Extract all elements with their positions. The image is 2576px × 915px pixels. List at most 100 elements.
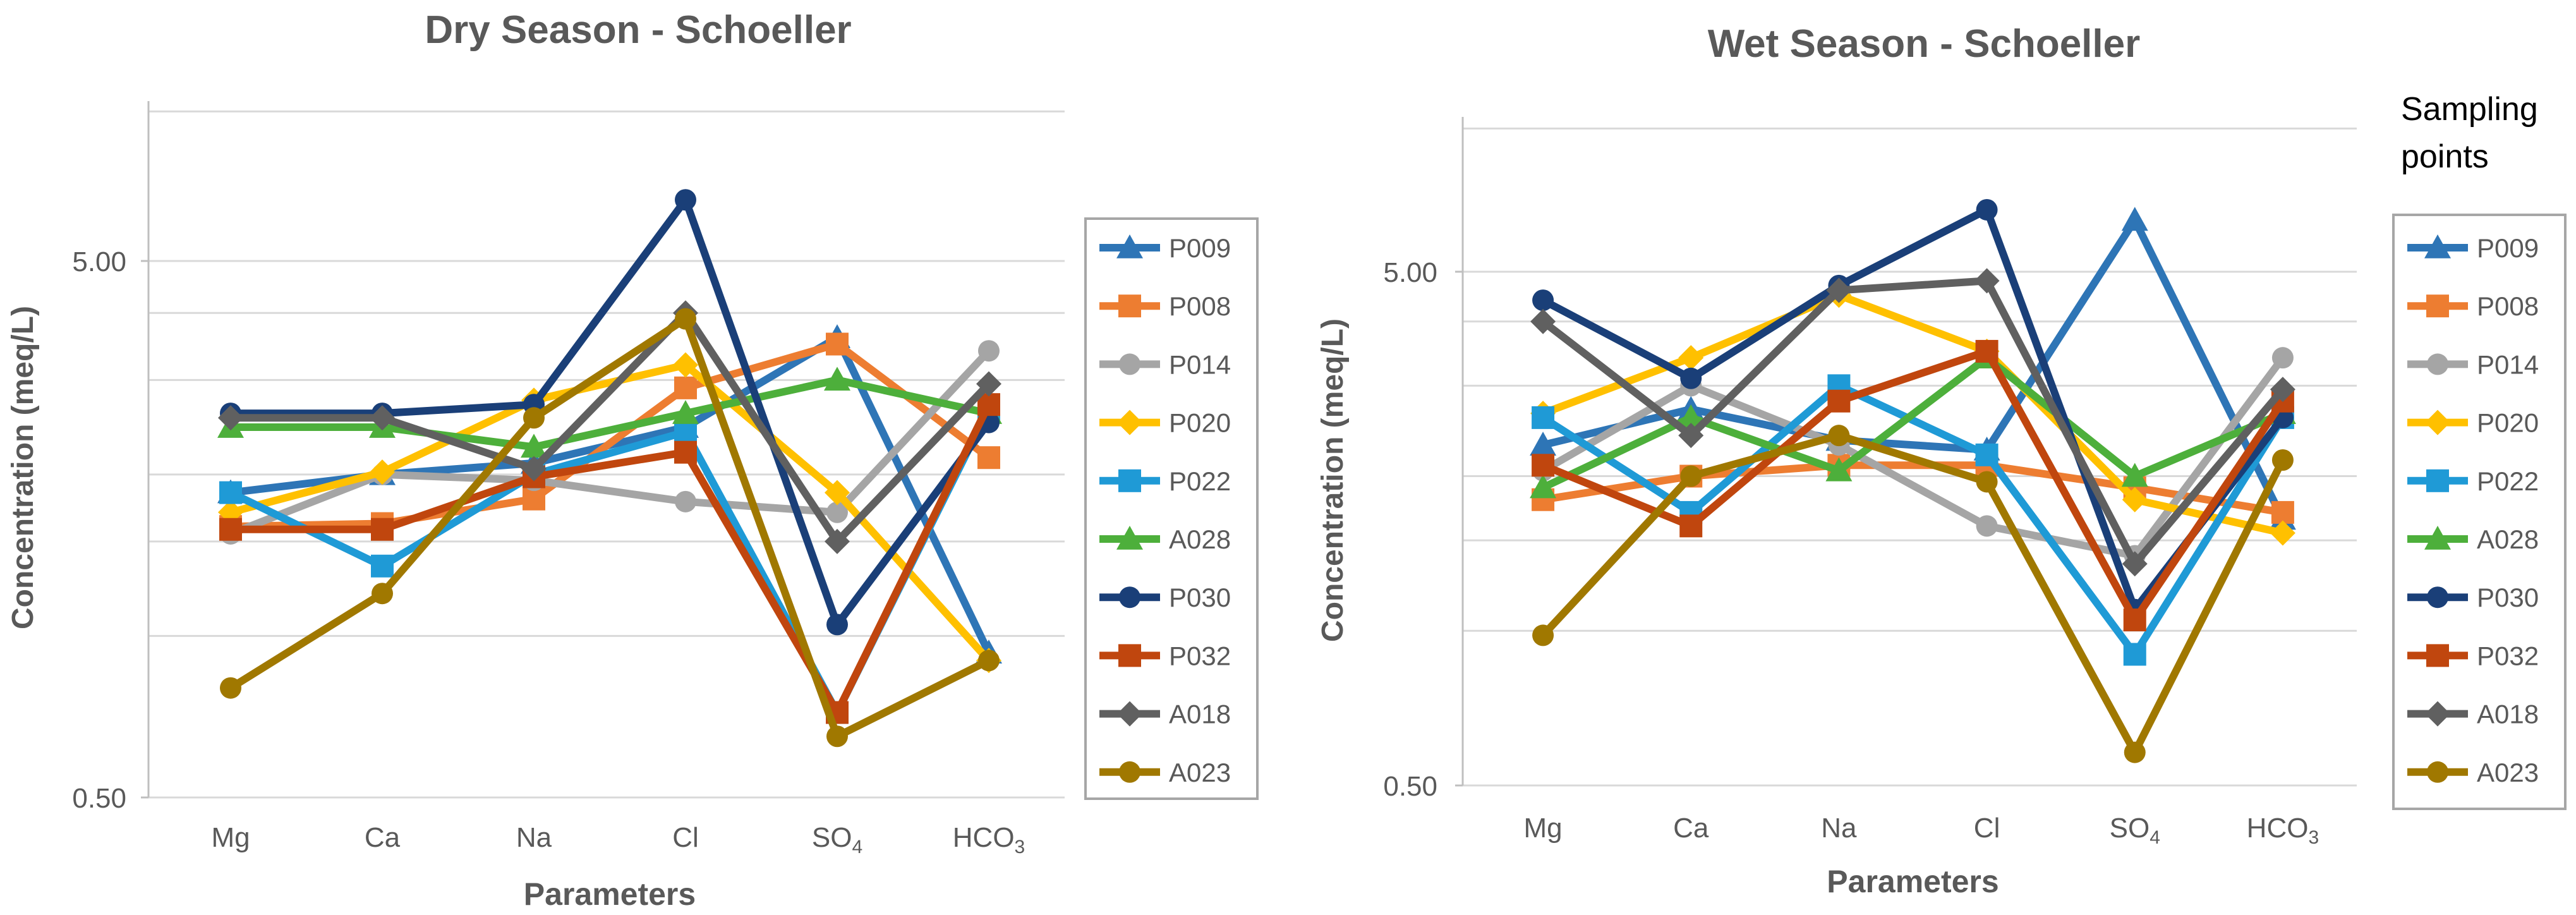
- data-point-p022: [1532, 406, 1555, 429]
- legend-marker: [2427, 586, 2448, 609]
- legend-label: P009: [2477, 233, 2539, 263]
- legend-label: P014: [2477, 349, 2539, 379]
- data-point-a023: [1532, 624, 1554, 646]
- series-line-a018: [227, 309, 993, 545]
- legend-label: A023: [1169, 758, 1231, 787]
- legend-marker: [1116, 234, 1143, 258]
- legend-label: A018: [1169, 700, 1231, 729]
- legend-box: [1084, 217, 1259, 800]
- x-tick-label: Cl: [1974, 813, 2000, 844]
- series-line-a028: [227, 376, 993, 451]
- legend-label: P030: [2477, 583, 2539, 612]
- data-point-a028: [1678, 404, 1705, 428]
- series-line-a018: [1539, 277, 2287, 568]
- legend-label: P030: [1169, 583, 1231, 612]
- data-point-a018: [825, 528, 850, 554]
- dry-season-chart: 0.50 5.00 Mg Ca Na Cl SO4 HCO3 Dry Season - Scho…: [6, 8, 1259, 912]
- legend-marker: [2424, 526, 2451, 550]
- legend-marker: [1116, 526, 1143, 550]
- data-point-a023: [826, 725, 848, 748]
- data-point-a028: [2121, 463, 2148, 487]
- data-point-a023: [1828, 425, 1850, 447]
- x-axis-title: Parameters: [524, 876, 696, 912]
- data-point-a023: [2271, 449, 2294, 471]
- legend-marker: [2426, 469, 2449, 492]
- x-tick-label: Na: [516, 822, 552, 853]
- y-tick-label: 0.50: [1383, 771, 1437, 802]
- data-point-a028: [1530, 474, 1557, 499]
- data-point-p014: [978, 340, 1000, 362]
- y-axis-title: Concentration (meq/L): [6, 306, 40, 629]
- legend-marker: [2424, 234, 2451, 258]
- legend-label: A018: [2477, 700, 2539, 729]
- data-point-p032: [1827, 389, 1851, 413]
- x-tick-label: Ca: [1673, 813, 1709, 844]
- data-point-p032: [1532, 454, 1555, 477]
- wet-season-chart: 0.50 5.00 Mg Ca Na Cl SO4 HCO3 Wet Season - Scho…: [1316, 22, 2567, 899]
- legend-marker: [2426, 294, 2449, 318]
- legend-marker: [2427, 353, 2448, 375]
- data-point-p020: [673, 352, 698, 378]
- legend-marker: [1119, 761, 1140, 783]
- legend-label: P008: [1169, 291, 1231, 321]
- data-point-p008: [674, 376, 697, 399]
- data-point-a023: [220, 677, 241, 699]
- data-point-p020: [825, 480, 850, 506]
- x-tick-label: SO4: [812, 822, 862, 857]
- chart-title: Wet Season - Schoeller: [1708, 22, 2141, 66]
- data-point-a023: [675, 308, 696, 330]
- series-line-p008: [1539, 461, 2287, 516]
- series-line-a023: [1539, 432, 2287, 756]
- data-point-p032: [2123, 609, 2146, 632]
- data-point-a018: [1826, 277, 1852, 303]
- data-point-a028: [824, 367, 850, 391]
- legend-label: P014: [1169, 349, 1231, 379]
- data-point-a028: [521, 433, 547, 458]
- series-line-p014: [1539, 354, 2287, 560]
- data-point-p030: [1532, 289, 1554, 312]
- legend-marker: [2426, 644, 2449, 667]
- data-point-a023: [1976, 471, 1998, 493]
- data-point-p030: [826, 614, 848, 636]
- y-tick-label: 0.50: [72, 783, 126, 814]
- data-point-a018: [521, 456, 547, 482]
- data-point-a028: [672, 400, 699, 424]
- data-point-p032: [219, 518, 242, 541]
- x-tick-label: Ca: [365, 822, 401, 853]
- x-axis-title: Parameters: [1827, 864, 1999, 899]
- series-line-a028: [1539, 354, 2287, 492]
- data-point-p008: [977, 446, 1000, 470]
- data-point-p032: [1975, 339, 1999, 363]
- legend-marker: [2425, 409, 2450, 435]
- data-point-p014: [2271, 347, 2294, 369]
- series-line-p032: [1539, 347, 2287, 624]
- data-point-p022: [1975, 443, 1999, 466]
- data-point-a018: [2270, 377, 2295, 403]
- data-point-p032: [674, 440, 697, 464]
- data-point-p022: [2123, 643, 2146, 666]
- data-point-a018: [1530, 308, 1556, 334]
- x-tick-label: HCO3: [953, 822, 1025, 857]
- data-point-p020: [1678, 345, 1704, 371]
- data-point-p014: [675, 490, 696, 512]
- legend-label: P032: [2477, 641, 2539, 670]
- data-point-a023: [978, 650, 1000, 672]
- legend-label: P020: [1169, 408, 1231, 438]
- x-tick-label: SO4: [2110, 813, 2160, 848]
- data-point-a018: [1678, 423, 1704, 449]
- data-point-p008: [826, 332, 849, 356]
- data-point-a023: [2124, 741, 2146, 763]
- data-point-p009: [1530, 432, 1557, 456]
- x-tick-label: Mg: [1524, 813, 1563, 844]
- data-point-p014: [826, 501, 848, 523]
- data-point-a018: [218, 405, 243, 431]
- data-point-p030: [1976, 198, 1998, 221]
- data-point-p014: [1976, 515, 1998, 537]
- data-point-p022: [674, 420, 697, 444]
- data-point-p008: [2271, 500, 2294, 524]
- legend-label: P020: [2477, 408, 2539, 438]
- legend-marker: [1119, 586, 1140, 609]
- legend-label: P022: [2477, 466, 2539, 496]
- data-point-p009: [2121, 207, 2148, 231]
